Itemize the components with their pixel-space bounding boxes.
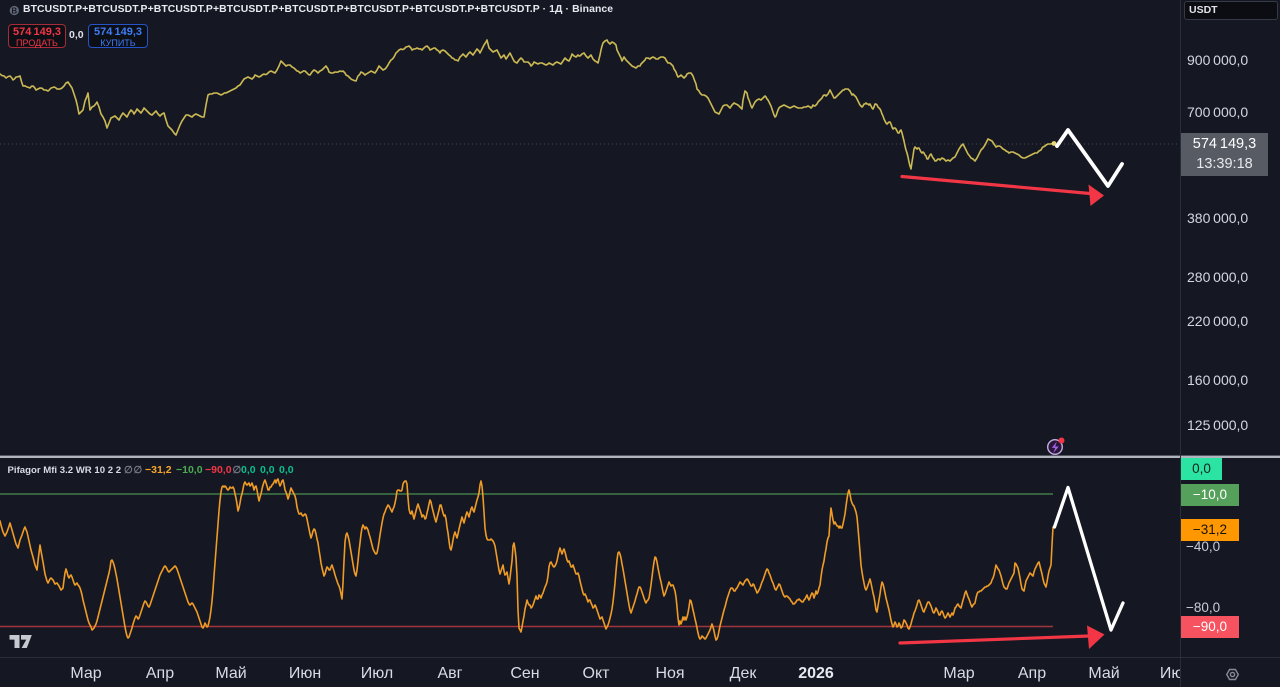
svg-text:B: B [11, 6, 17, 15]
